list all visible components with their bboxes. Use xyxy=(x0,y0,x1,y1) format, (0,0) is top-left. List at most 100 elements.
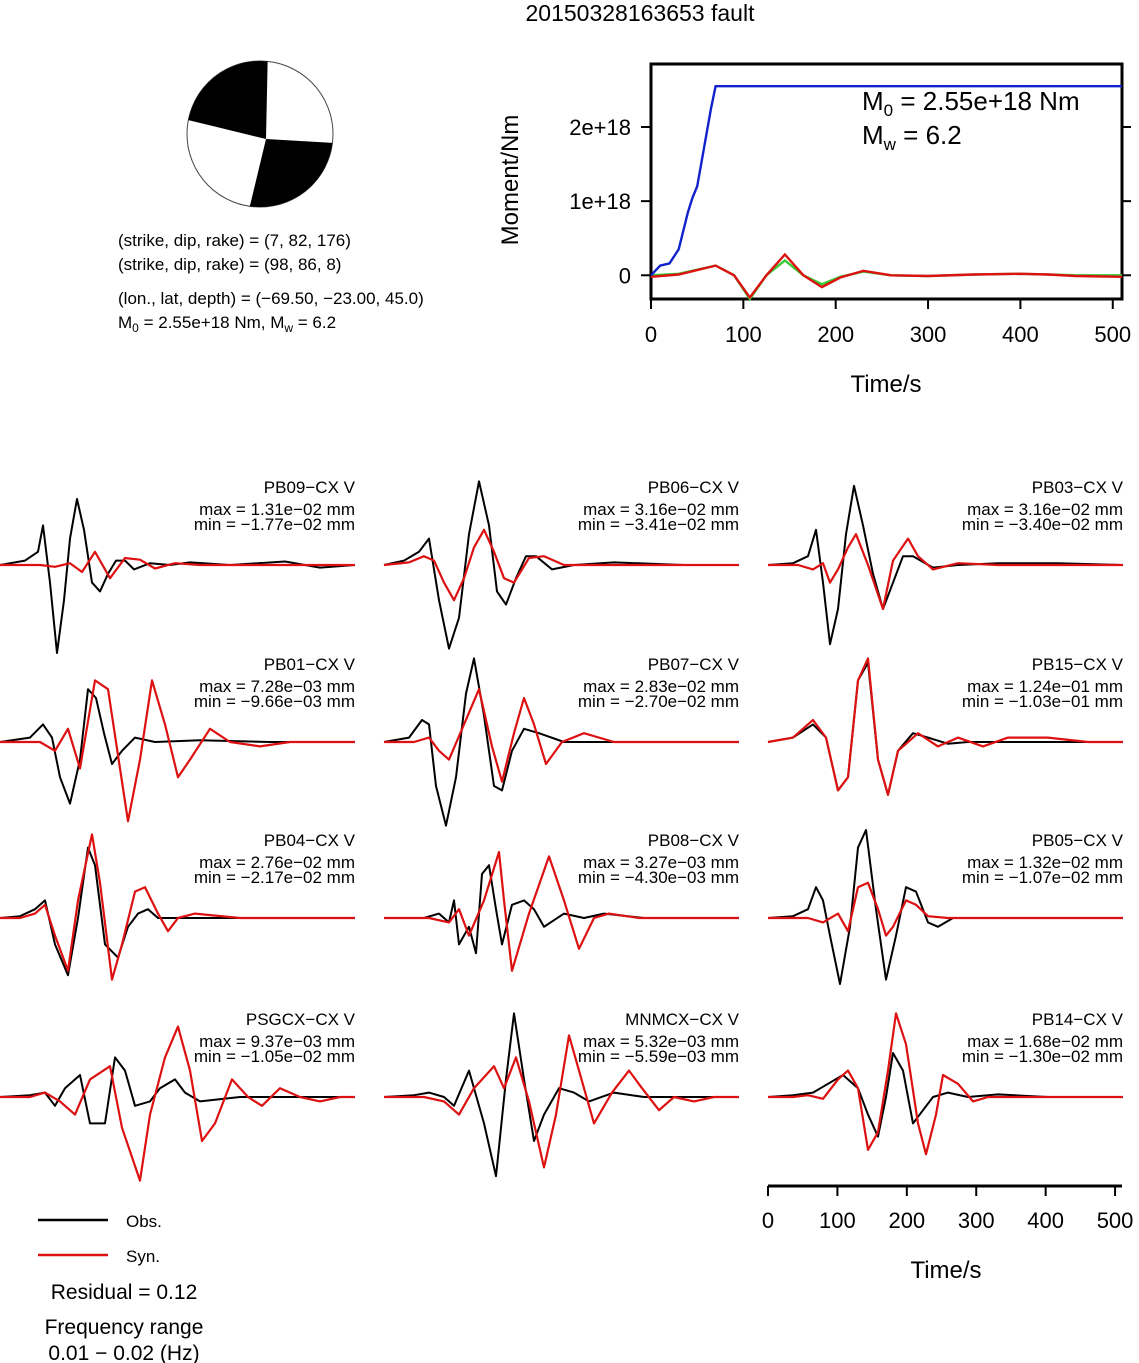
moment-series-2 xyxy=(650,252,1123,300)
waveform-xlabel: Time/s xyxy=(910,1257,981,1284)
nodal-plane-1: (strike, dip, rake) = (7, 82, 176) xyxy=(118,231,351,250)
station-max: max = 9.37e−03 mm xyxy=(199,1032,355,1051)
station-name: PB08−CX V xyxy=(648,831,740,850)
observed-trace xyxy=(383,657,739,827)
station-max: max = 5.32e−03 mm xyxy=(583,1032,739,1051)
station-name: PB05−CX V xyxy=(1032,831,1124,850)
station-min: min = −3.40e−02 mm xyxy=(962,515,1123,534)
synthetic-trace xyxy=(767,657,1123,796)
frequency-range-label: Frequency range xyxy=(45,1316,204,1339)
observed-trace xyxy=(0,846,355,977)
synthetic-trace xyxy=(768,881,1123,937)
station-max: max = 3.27e−03 mm xyxy=(583,853,739,872)
legend: Obs. Syn. Residual = 0.12 Frequency rang… xyxy=(38,1212,203,1363)
station-name: PB07−CX V xyxy=(648,655,740,674)
moment-xlabel: Time/s xyxy=(850,371,921,398)
station-name: PB04−CX V xyxy=(264,831,356,850)
station-name: PSGCX−CX V xyxy=(246,1010,356,1029)
station-min: min = −9.66e−03 mm xyxy=(194,692,355,711)
legend-obs-label: Obs. xyxy=(126,1212,162,1231)
station-max: max = 1.31e−02 mm xyxy=(199,500,355,519)
observed-trace xyxy=(767,829,1123,985)
station-min: min = −1.03e−01 mm xyxy=(962,692,1123,711)
waveform-xtick-label: 400 xyxy=(1027,1208,1064,1233)
station-name: MNMCX−CX V xyxy=(625,1010,739,1029)
station-min: min = −1.30e−02 mm xyxy=(962,1047,1123,1066)
station-max: max = 2.83e−02 mm xyxy=(583,677,739,696)
mw-annotation: Mw = 6.2 xyxy=(862,120,962,154)
compressional-quadrant-upper xyxy=(188,61,268,139)
station-max: max = 7.28e−03 mm xyxy=(199,677,355,696)
moment-ytick-label: 1e+18 xyxy=(569,189,631,214)
station-max: max = 1.24e−01 mm xyxy=(967,677,1123,696)
synthetic-trace xyxy=(384,850,739,972)
synthetic-trace xyxy=(768,1012,1123,1156)
moment-series-0 xyxy=(650,85,1122,277)
nodal-plane-2: (strike, dip, rake) = (98, 86, 8) xyxy=(118,255,341,274)
synthetic-trace xyxy=(0,1025,355,1182)
station-max: max = 1.32e−02 mm xyxy=(967,853,1123,872)
station-name: PB01−CX V xyxy=(264,655,356,674)
synthetic-trace xyxy=(768,533,1123,611)
waveform-xtick-label: 0 xyxy=(762,1208,774,1233)
compressional-quadrant-lower xyxy=(249,139,333,207)
synthetic-trace xyxy=(384,688,739,783)
station-min: min = −1.07e−02 mm xyxy=(962,868,1123,887)
station-min: min = −2.70e−02 mm xyxy=(578,692,739,711)
waveform-xtick-label: 200 xyxy=(888,1208,925,1233)
moment-series-1 xyxy=(650,258,1122,302)
synthetic-trace xyxy=(0,679,355,823)
moment-axes: 0 100 200 300 400 500 0 1e+18 2e+18 xyxy=(569,115,1131,347)
station-max: max = 1.68e−02 mm xyxy=(967,1032,1123,1051)
station-name: PB14−CX V xyxy=(1032,1010,1124,1029)
observed-trace xyxy=(0,498,356,654)
station-max: max = 3.16e−02 mm xyxy=(583,500,739,519)
station-min: min = −2.17e−02 mm xyxy=(194,868,355,887)
hypocenter: (lon., lat, depth) = (−69.50, −23.00, 45… xyxy=(118,289,424,308)
station-name: PB15−CX V xyxy=(1032,655,1124,674)
moment-series xyxy=(650,85,1123,302)
observed-trace xyxy=(0,1056,355,1125)
moment-plot-frame xyxy=(649,62,1124,301)
moment-xtick-label: 300 xyxy=(910,322,947,347)
moment-xtick-label: 400 xyxy=(1002,322,1039,347)
moment-xtick-label: 0 xyxy=(645,322,657,347)
moment-magnitude-line: M0 = 2.55e+18 Nm, Mw = 6.2 xyxy=(118,313,336,335)
synthetic-trace xyxy=(384,1034,739,1169)
station-min: min = −5.59e−03 mm xyxy=(578,1047,739,1066)
station-max: max = 3.16e−02 mm xyxy=(967,500,1123,519)
waveform-xtick-label: 100 xyxy=(819,1208,856,1233)
station-min: min = −4.30e−03 mm xyxy=(578,868,739,887)
m0-annotation: M0 = 2.55e+18 Nm xyxy=(862,86,1080,120)
frequency-range-value: 0.01 − 0.02 (Hz) xyxy=(48,1342,199,1363)
station-name: PB03−CX V xyxy=(1032,478,1124,497)
waveform-xtick-label: 300 xyxy=(958,1208,995,1233)
observed-trace xyxy=(383,1012,739,1178)
moment-xtick-label: 100 xyxy=(725,322,762,347)
moment-panel: 0 100 200 300 400 500 0 1e+18 2e+18 Moment/Nm Ti… xyxy=(497,62,1131,398)
source-parameters: (strike, dip, rake) = (7, 82, 176) (stri… xyxy=(118,231,424,335)
station-min: min = −1.77e−02 mm xyxy=(194,515,355,534)
station-min: min = −3.41e−02 mm xyxy=(578,515,739,534)
moment-ytick-label: 0 xyxy=(619,263,631,288)
figure-title: 20150328163653 fault xyxy=(526,0,756,26)
synthetic-trace xyxy=(383,528,739,602)
moment-ytick-label: 2e+18 xyxy=(569,115,631,140)
moment-ylabel: Moment/Nm xyxy=(497,115,524,246)
moment-xtick-label: 500 xyxy=(1094,322,1131,347)
moment-xtick-label: 200 xyxy=(817,322,854,347)
